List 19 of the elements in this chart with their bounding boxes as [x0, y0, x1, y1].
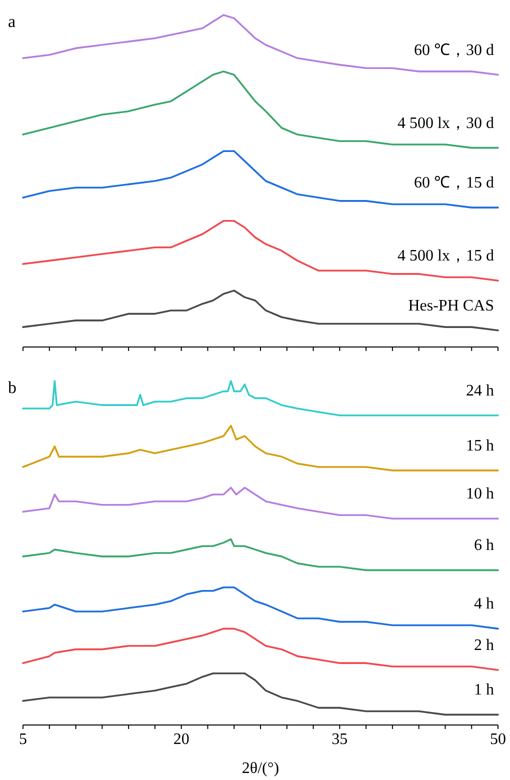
x-tick-label: 5 [19, 731, 27, 748]
text: b [8, 378, 16, 397]
series-label: 60 ℃，15 d [414, 174, 494, 192]
series-label: 24 h [466, 382, 494, 400]
series-label: Hes-PH CAS [408, 297, 494, 314]
x-tick-label: 35 [332, 731, 348, 748]
series-label: 4 500 lx，15 d [398, 248, 494, 265]
series-label: 4 500 lx，30 d [398, 114, 494, 132]
series-label: 60 ℃，30 d [414, 42, 494, 59]
series-label: 6 h [474, 537, 494, 554]
series-label: 2 h [474, 636, 494, 654]
series-label: 1 h [474, 682, 494, 699]
series-label: 15 h [466, 437, 494, 454]
text: a [8, 12, 16, 31]
x-tick-label: 20 [173, 731, 190, 748]
x-tick-label: 50 [490, 731, 506, 748]
x-axis-title: 2θ/(°) [242, 760, 280, 777]
series-label: 10 h [466, 486, 494, 503]
series-label: 4 h [474, 596, 494, 613]
